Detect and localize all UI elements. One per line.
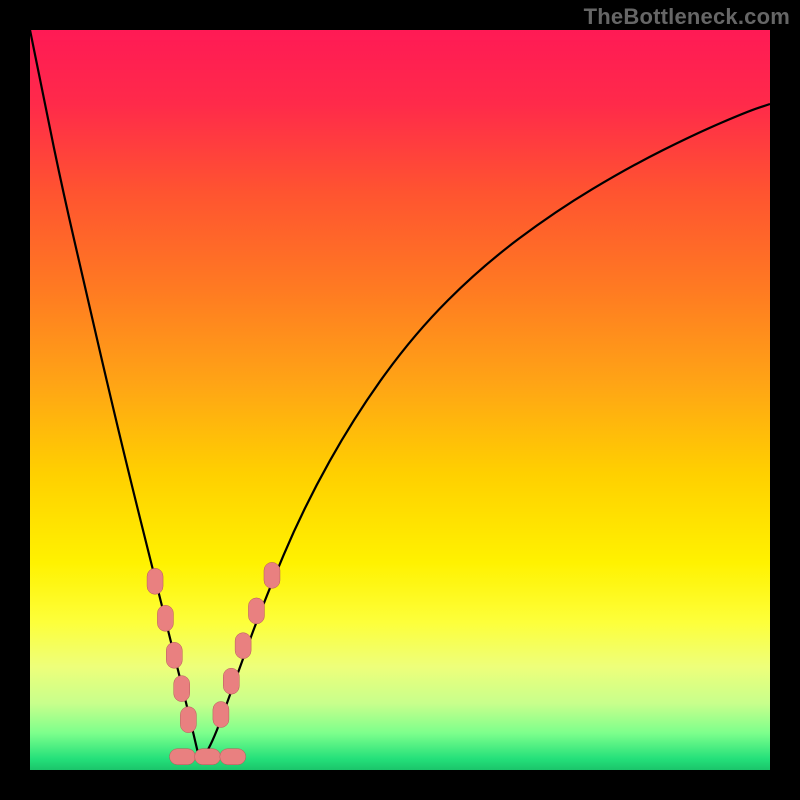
data-marker [235, 633, 251, 659]
data-marker [147, 568, 163, 594]
data-marker [166, 642, 182, 668]
bottleneck-chart [0, 0, 800, 800]
data-marker [213, 702, 229, 728]
data-marker [174, 676, 190, 702]
data-marker [264, 562, 280, 588]
data-marker [180, 707, 196, 733]
data-marker [220, 749, 246, 765]
data-marker [169, 749, 195, 765]
data-marker [157, 605, 173, 631]
watermark-text: TheBottleneck.com [584, 4, 790, 30]
gradient-background [30, 30, 770, 770]
chart-frame: TheBottleneck.com [0, 0, 800, 800]
apex-markers [169, 749, 245, 765]
data-marker [248, 598, 264, 624]
data-marker [195, 749, 221, 765]
data-marker [223, 668, 239, 694]
